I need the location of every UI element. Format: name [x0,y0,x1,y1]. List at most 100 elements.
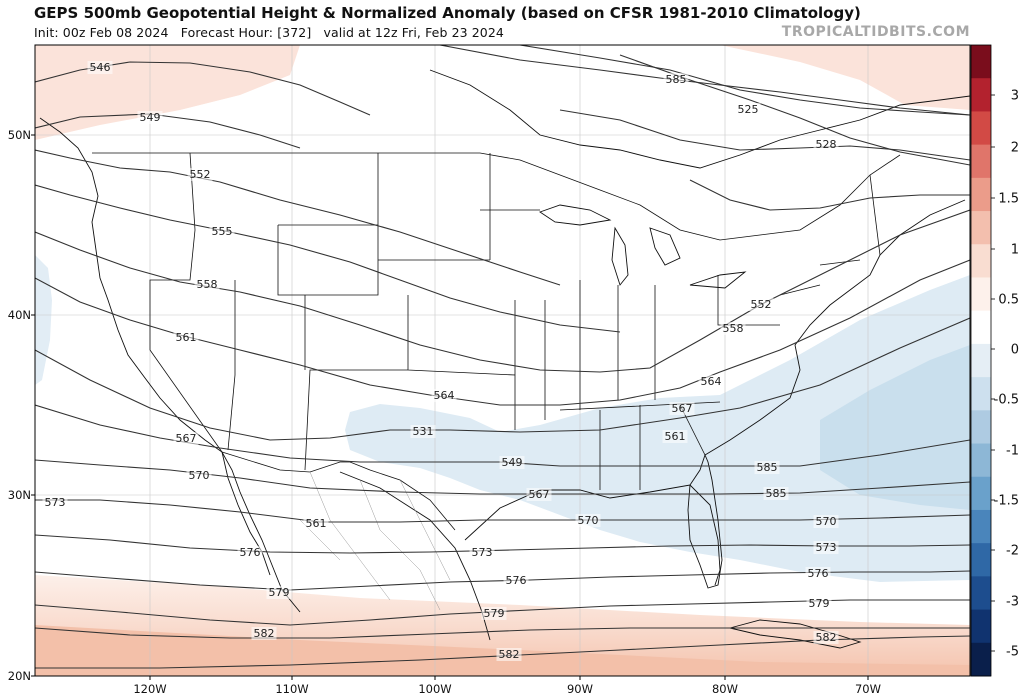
contour-label: 549 [140,111,161,124]
colorbar-label: 1.5 [998,192,1019,207]
contour-label-halo [481,607,507,620]
west-coast [39,117,301,613]
contour-label: 576 [506,574,527,587]
contour-label: 552 [190,168,211,181]
colorbar-segment [971,476,991,511]
contour-line [559,109,970,161]
contour-label: 561 [306,517,327,530]
contour-label-halo [209,225,235,238]
longitude-labels: 120W 110W 100W 90W 80W 70W [133,676,881,696]
contour-line [35,259,970,406]
contour-label-halo [813,138,839,151]
contour-label-halo [805,567,831,580]
contour-label-halo [763,487,789,500]
east-coast [704,199,966,456]
contour-label-halo [720,322,746,335]
contour-label: 576 [240,546,261,559]
contour-label: 582 [816,631,837,644]
contour-label: 582 [254,627,275,640]
colorbar-segment [971,144,991,179]
colorbar-segment [971,78,991,112]
contour-line [35,149,561,286]
contour-label: 570 [578,514,599,527]
contour-label: 558 [723,322,744,335]
contour-label-halo [526,488,552,501]
contour-label-halo [735,103,761,116]
colorbar-label: 0 [1011,343,1019,358]
map-area: 546 549 552 555 558 561 567 570 573 576 579 582 585 5… [35,45,970,676]
colorbar-segment [971,642,991,677]
contour-label: 558 [197,278,218,291]
contour-label-halo [806,597,832,610]
great-lakes-michigan [611,226,629,286]
contour-line [35,209,970,373]
height-contour-labels: 546 549 552 555 558 561 567 570 573 576 579 582 585 5… [42,61,839,661]
negative-anomaly-main [345,275,970,582]
longitude-label: 120W [133,682,166,696]
great-lakes-huron [649,227,681,266]
contour-line [35,184,621,333]
colorbar-label: -0.5 [994,393,1019,408]
contour-label-halo [173,331,199,344]
contour-label-halo [266,586,292,599]
contour-label: 585 [666,73,687,86]
longitude-label: 70W [855,682,881,696]
contour-label-halo [194,278,220,291]
contour-label: 582 [499,648,520,661]
colorbar-label: 3 [1011,89,1019,104]
contour-line [35,627,970,639]
great-lakes-erie [689,271,747,289]
longitude-label: 110W [275,682,308,696]
contour-line [619,54,970,166]
latitude-label: 40N [8,308,31,322]
contour-label-halo [251,627,277,640]
contour-line [35,459,970,495]
colorbar-segment [971,111,991,146]
contour-label: 552 [751,298,772,311]
colorbar-label: 0.5 [998,293,1019,308]
contour-label-halo [186,469,212,482]
contour-label: 525 [738,103,759,116]
colorbar-segment [971,177,991,212]
contour-label: 531 [413,425,434,438]
colorbar-frame [970,44,992,677]
contour-label-halo [662,430,688,443]
great-lakes-superior [538,204,612,226]
colorbar-segment [971,211,991,245]
colorbar-label: 2 [1011,141,1019,156]
colorbar-segment [971,45,991,79]
contour-line [35,570,970,591]
colorbar-segment [971,377,991,411]
state-lines [149,152,881,490]
political-borders [92,152,901,531]
contour-label: 561 [176,331,197,344]
contour-label-halo [503,574,529,587]
contour-label: 585 [757,461,778,474]
contour-label-halo [496,648,522,661]
longitude-label: 90W [567,682,593,696]
latitude-label: 20N [8,669,31,683]
map-title: GEPS 500mb Geopotential Height & Normali… [34,4,861,22]
colorbar-segment [971,277,991,312]
graticule [35,45,970,676]
colorbar-label: -2 [1006,544,1019,559]
contour-line [35,599,970,626]
watermark: TROPICALTIDBITS.COM [781,24,970,40]
contour-label-halo [42,496,68,509]
contour-line [35,404,970,467]
contour-line [35,499,970,523]
colorbar-segment [971,576,991,611]
contour-label-halo [575,514,601,527]
contour-label-halo [87,61,113,74]
colorbar: 3 2 1.5 1 0.5 0 -0.5 -1 -1.5 -2 -3 -5 [970,44,1019,677]
contour-label-halo [698,375,724,388]
contour-label: 579 [269,586,290,599]
contour-label-halo [663,73,689,86]
contour-label-halo [431,389,457,402]
contour-label: 546 [90,61,111,74]
contour-label: 573 [816,541,837,554]
contour-label: 576 [808,567,829,580]
colorbar-label: -3 [1006,595,1019,610]
contour-label-halo [669,402,695,415]
